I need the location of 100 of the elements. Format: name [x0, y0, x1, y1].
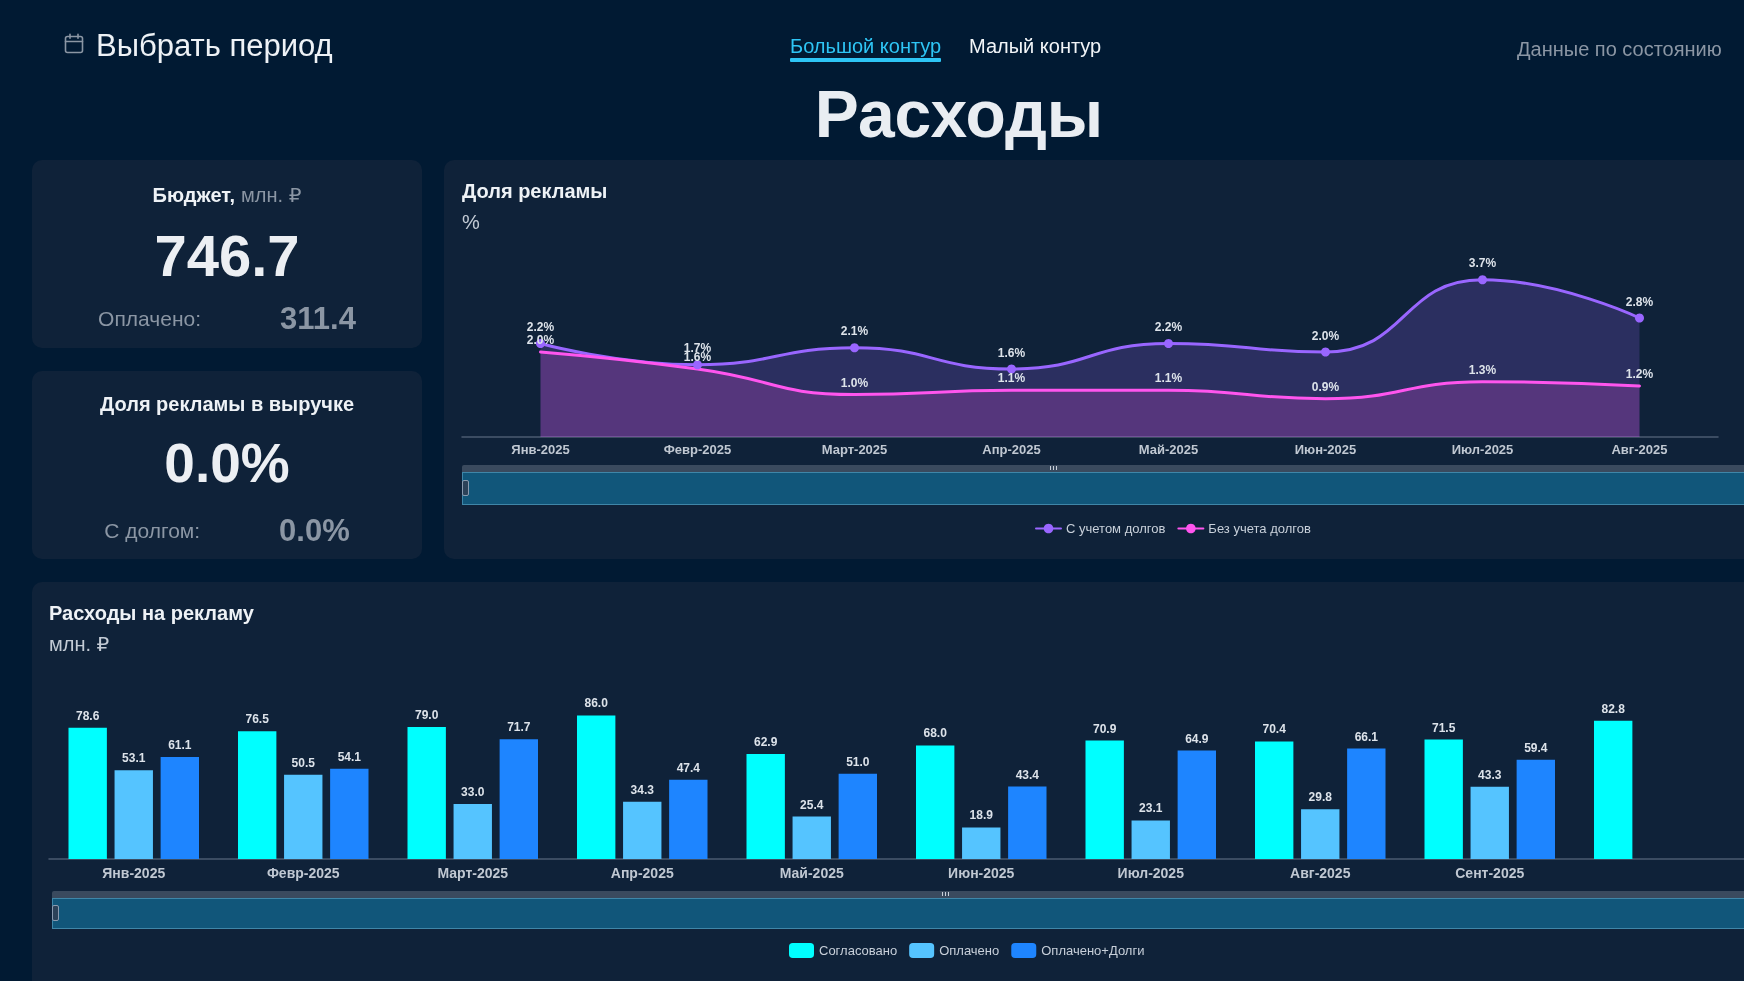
bar: [1347, 748, 1386, 859]
data-label: 2.2%: [526, 320, 555, 334]
data-label: 78.6: [76, 708, 100, 723]
data-label: 1.0%: [840, 375, 869, 390]
x-tick-label: Февр-2025: [663, 442, 732, 457]
data-label: 59.4: [1524, 740, 1548, 755]
x-tick-label: Сент-2025: [1455, 865, 1525, 881]
chart-title: Расходы на рекламу: [49, 601, 254, 625]
text: млн. ₽: [241, 183, 302, 206]
bar: [114, 770, 153, 859]
x-tick-label: Апр-2025: [610, 865, 674, 881]
data-label: 18.9: [969, 808, 994, 823]
data-label: 25.4: [800, 797, 824, 812]
legend-label: С учетом долгов: [1066, 521, 1166, 536]
bar: [1131, 820, 1170, 859]
text: Данные по состоянию: [1517, 37, 1722, 61]
x-tick-label: Июл-2025: [1451, 442, 1514, 457]
bar: [962, 827, 1001, 859]
x-tick-label: Июн-2025: [948, 865, 1015, 881]
bar: [1424, 739, 1463, 859]
text: Бюджет,: [152, 183, 236, 206]
text: Большой контур: [790, 34, 942, 58]
data-label: 68.0: [923, 726, 948, 741]
point: [1478, 275, 1487, 285]
data-label: 34.3: [630, 782, 655, 797]
bar: [330, 768, 369, 859]
y-axis-title: млн. ₽: [49, 632, 110, 656]
data-label: 23.1: [1139, 801, 1163, 816]
point: [1007, 364, 1016, 374]
data-label: 66.1: [1354, 729, 1379, 744]
data-label: 76.5: [245, 712, 270, 727]
bar: [160, 756, 200, 859]
y-axis-title: %: [462, 210, 480, 234]
data-label: 82.8: [1601, 701, 1626, 716]
data-label: 61.1: [168, 737, 192, 752]
point: [693, 360, 702, 370]
x-tick-label: Янв-2025: [102, 865, 166, 881]
bar: [1301, 809, 1340, 859]
data-label: 50.5: [291, 755, 316, 770]
x-tick-label: Авг-2025: [1611, 442, 1668, 457]
text: Выбрать период: [96, 28, 333, 64]
x-tick-label: Май-2025: [1138, 442, 1199, 457]
bar: [453, 803, 492, 859]
x-tick-label: Июл-2025: [1117, 865, 1185, 881]
data-label: 1.1%: [997, 371, 1026, 386]
x-tick-label: Май-2025: [779, 865, 844, 881]
data-label: 79.0: [415, 708, 439, 723]
data-label: 29.8: [1308, 790, 1333, 805]
data-label: 2.1%: [840, 324, 869, 339]
bar: [1593, 720, 1633, 859]
data-label: 71.5: [1432, 720, 1456, 735]
data-label: 71.7: [507, 720, 531, 735]
bar: [746, 753, 785, 859]
text: Доля рекламы в выручке: [99, 392, 355, 415]
bar: [576, 715, 616, 859]
x-tick-label: Авг-2025: [1290, 865, 1351, 881]
bar: [1254, 741, 1294, 859]
data-label: 86.0: [584, 696, 609, 711]
bar: [1008, 786, 1047, 859]
bar: [68, 727, 107, 859]
bar: [915, 745, 955, 859]
data-label: 70.9: [1093, 721, 1117, 736]
x-tick-label: Июн-2025: [1294, 442, 1357, 457]
data-label: 43.4: [1015, 767, 1040, 782]
text: 746.7: [154, 222, 300, 290]
point: [1321, 347, 1330, 357]
legend-label: Согласовано: [819, 943, 898, 958]
point: [850, 343, 859, 353]
data-label: 2.2%: [1154, 320, 1183, 334]
data-label: 3.7%: [1468, 256, 1497, 271]
text: 311.4: [280, 301, 356, 337]
bar: [1516, 759, 1556, 859]
bar: [499, 739, 539, 859]
data-label: 1.3%: [1468, 362, 1497, 377]
chart-title: Доля рекламы: [462, 179, 608, 203]
data-label: 53.1: [122, 751, 146, 766]
text: Расходы: [814, 77, 1104, 152]
data-label: 2.0%: [526, 333, 555, 347]
bar: [838, 773, 878, 859]
bar: [669, 779, 708, 859]
data-label: 1.2%: [1625, 367, 1654, 381]
bar: [237, 731, 277, 859]
data-label: 70.4: [1262, 722, 1287, 737]
point: [1635, 313, 1644, 323]
legend-label: Оплачено: [939, 943, 1000, 958]
bar: [284, 774, 323, 859]
data-label: 62.9: [754, 734, 778, 749]
x-tick-label: Апр-2025: [982, 442, 1041, 457]
data-label: 33.0: [461, 784, 485, 799]
x-tick-label: Янв-2025: [511, 442, 570, 457]
data-label: 54.1: [337, 749, 362, 764]
legend-label: Без учета долгов: [1208, 521, 1311, 536]
x-tick-label: Март-2025: [437, 865, 509, 881]
data-label: 64.9: [1185, 731, 1209, 746]
data-label: 1.1%: [1154, 371, 1183, 386]
data-label: 47.4: [676, 760, 701, 775]
text: Малый контур: [969, 34, 1102, 58]
data-label: 2.0%: [1311, 328, 1340, 343]
data-label: 1.6%: [997, 345, 1026, 360]
point: [1164, 339, 1173, 348]
